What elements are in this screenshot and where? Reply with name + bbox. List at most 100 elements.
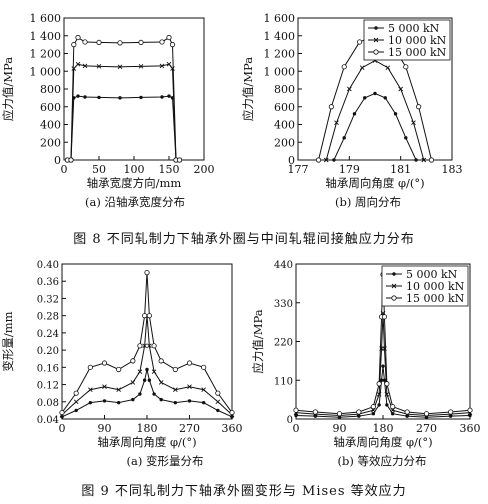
data-point — [158, 358, 164, 364]
data-point — [116, 387, 121, 393]
y-tick-label: 600 — [40, 101, 61, 114]
data-point — [170, 66, 175, 71]
data-point — [131, 397, 135, 402]
legend-label: 10 000 kN — [388, 34, 447, 47]
data-point — [144, 270, 150, 276]
series-line-1 — [67, 63, 180, 161]
data-point — [83, 95, 87, 99]
y-tick-label: 1 400 — [30, 30, 62, 43]
data-point — [201, 387, 206, 393]
legend-label: 15 000 kN — [388, 46, 447, 59]
x-tick-label: 90 — [98, 422, 112, 435]
data-point — [416, 104, 422, 110]
data-point — [146, 313, 152, 319]
data-point — [167, 94, 171, 98]
data-point — [82, 63, 88, 69]
x-tick-label: 360 — [222, 422, 243, 435]
plot-frame — [61, 263, 233, 420]
data-point — [334, 120, 339, 126]
y-tick-label: 400 — [274, 119, 295, 132]
data-point — [293, 407, 299, 413]
data-point — [393, 112, 398, 116]
fig8a-subcaption: (a) 沿轴承宽度分布 — [85, 195, 185, 209]
y-tick-label: 1 600 — [30, 12, 62, 25]
legend-label: 10 000 kN — [406, 280, 465, 293]
data-point — [341, 64, 347, 70]
data-point — [117, 40, 123, 46]
x-tick-label: 181 — [390, 163, 411, 176]
data-point — [166, 61, 172, 67]
x-tick-label: 0 — [59, 422, 66, 435]
data-point — [342, 136, 346, 140]
y-tick-label: 800 — [274, 83, 295, 96]
x-tick-label: 100 — [124, 163, 145, 176]
fig9a-subcaption: (a) 变形量分布 — [126, 454, 204, 468]
series-line-1 — [295, 313, 471, 416]
data-point — [169, 42, 176, 48]
figure8-caption: 图 8 不同轧制力下轴承外圈与中间轧辊间接触应力分布 — [73, 232, 415, 247]
data-point — [160, 95, 164, 99]
chart-fig9b: 0 110 220 330 440 0 90 180 270 360 轴承周向角度 φ/(°) 应力值… — [251, 260, 481, 449]
data-point — [421, 157, 427, 163]
data-point — [411, 120, 416, 126]
data-point — [385, 65, 391, 71]
x-axis-label: 轴承周向角度 φ/(°) — [97, 435, 196, 449]
x-tick-label: 0 — [293, 422, 300, 435]
chart-fig8a: 0 200 400 600 800 1 000 1 200 1 400 1 600 0 50 100 1… — [1, 12, 215, 190]
y-axis-label: 变形量/mm — [1, 311, 15, 371]
series-line-0 — [67, 95, 180, 161]
data-point — [328, 104, 334, 110]
x-tick-label: 183 — [442, 163, 463, 176]
x-tick-label: 150 — [159, 163, 180, 176]
data-point — [385, 403, 389, 407]
data-point — [373, 91, 377, 96]
x-axis-label: 轴承宽度方向/mm — [87, 176, 182, 190]
data-point — [381, 364, 385, 368]
data-point — [118, 96, 122, 100]
data-point — [173, 387, 178, 393]
y-tick-label: 0.28 — [37, 312, 59, 323]
data-point — [403, 64, 409, 70]
data-point — [404, 409, 410, 415]
data-point — [448, 409, 454, 415]
data-point — [363, 96, 367, 100]
data-point — [352, 112, 357, 116]
data-point — [376, 381, 382, 387]
data-point — [323, 157, 329, 163]
data-point — [312, 409, 318, 415]
series-line-0 — [295, 366, 471, 418]
data-point — [186, 360, 193, 366]
x-tick-label: 177 — [288, 163, 309, 176]
data-point — [377, 403, 381, 407]
data-point — [201, 364, 207, 370]
y-tick-label: 110 — [274, 376, 293, 387]
data-point — [414, 158, 418, 162]
data-point — [201, 400, 206, 405]
data-point — [404, 136, 408, 140]
legend-marker — [373, 37, 379, 43]
data-point — [390, 412, 395, 416]
x-axis-label: 轴承周向角度 φ/(°) — [333, 435, 432, 449]
data-point — [138, 64, 144, 69]
data-point — [76, 94, 80, 98]
x-tick-label: 179 — [339, 163, 360, 176]
data-point — [68, 157, 74, 163]
legend-label: 5 000 kN — [406, 268, 458, 281]
legend-marker — [391, 283, 397, 289]
data-point — [88, 400, 93, 405]
y-tick-label: 0 — [288, 154, 295, 167]
data-point — [381, 314, 388, 320]
data-point — [75, 34, 81, 41]
data-point — [359, 65, 365, 71]
data-point — [73, 399, 79, 405]
chart-fig9a: 0.04 0.08 0.12 0.16 0.20 0.24 0.28 0.32 0.36 0.40… — [1, 260, 243, 449]
y-tick-label: 1 000 — [264, 65, 296, 78]
data-point — [187, 399, 192, 403]
data-point — [151, 369, 157, 374]
y-tick-label: 0.16 — [37, 363, 59, 374]
data-point — [216, 408, 220, 413]
y-tick-label: 1 600 — [264, 12, 296, 25]
y-tick-label: 400 — [40, 119, 61, 132]
y-tick-label: 440 — [274, 260, 293, 271]
legend-marker — [392, 272, 396, 276]
